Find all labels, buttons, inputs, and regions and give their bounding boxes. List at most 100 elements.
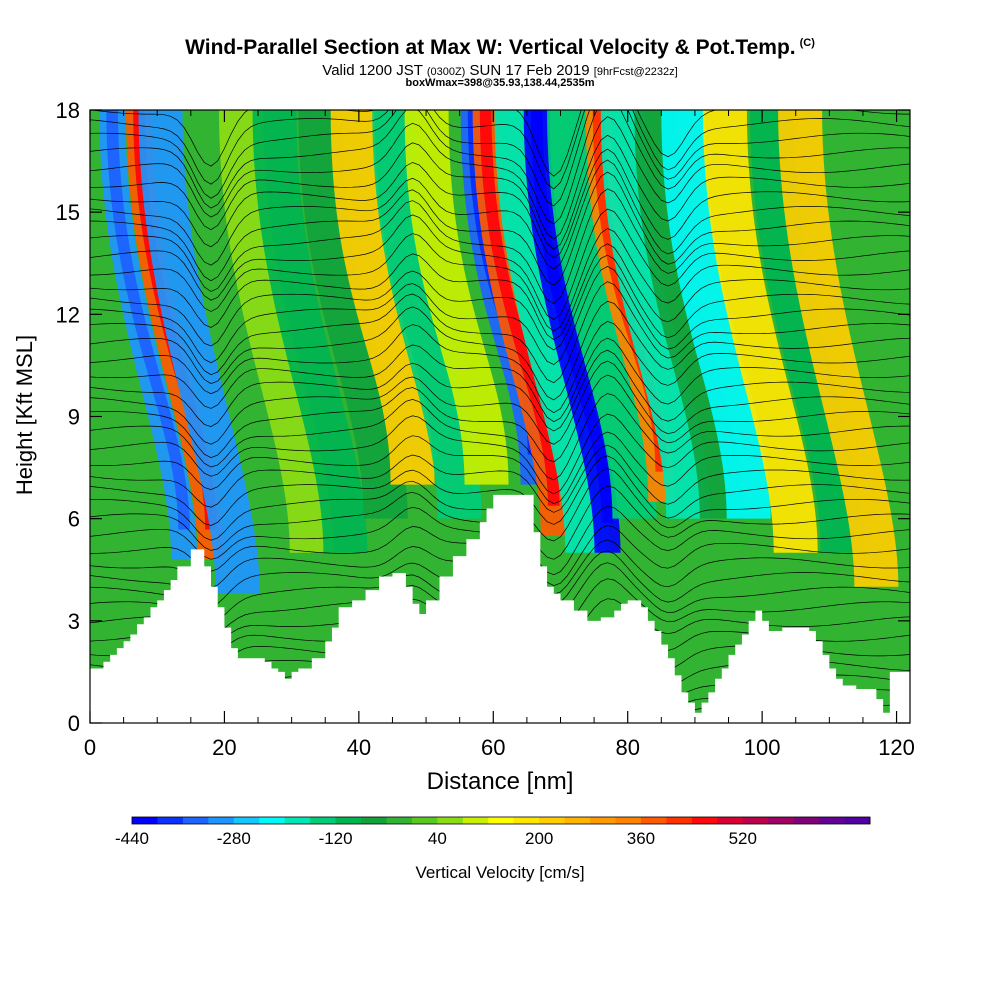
theta-contour — [90, 208, 910, 321]
colorbar-swatch — [793, 817, 820, 824]
colorbar-tick-label: 200 — [525, 829, 553, 848]
colorbar-tick-label: 520 — [729, 829, 757, 848]
colorbar-swatch — [768, 817, 795, 824]
colorbar-swatch — [691, 817, 718, 824]
colorbar-swatch — [132, 817, 158, 824]
velocity-cell-5 — [252, 110, 368, 553]
colorbar-swatch — [666, 817, 693, 824]
theta-contour — [90, 110, 910, 177]
colorbar-swatch — [310, 817, 337, 824]
velocity-cell-21 — [778, 110, 899, 587]
theta-contour — [90, 254, 910, 351]
velocity-core-11 — [479, 110, 560, 506]
x-tick-label: 60 — [481, 735, 505, 760]
colorbar-label: Vertical Velocity [cm/s] — [415, 863, 585, 882]
colorbar-tick-label: -120 — [319, 829, 353, 848]
colorbar-swatch — [437, 817, 464, 824]
colorbar-swatch — [513, 817, 540, 824]
y-tick-label: 3 — [68, 609, 80, 634]
colorbar-frame — [131, 816, 871, 825]
colorbar-swatch — [361, 817, 387, 824]
velocity-cell-8 — [372, 110, 482, 519]
colorbar-swatch — [411, 817, 438, 824]
colorbar-tick-label: 40 — [428, 829, 447, 848]
velocity-core-1 — [106, 110, 190, 530]
colorbar-swatch — [844, 817, 871, 824]
theta-contour — [90, 110, 910, 207]
theta-contour — [90, 374, 910, 463]
theta-contour — [90, 265, 910, 366]
theta-contour — [90, 349, 910, 432]
x-tick-label: 80 — [615, 735, 639, 760]
theta-contour — [90, 110, 910, 225]
colorbar-swatch — [335, 817, 362, 824]
colorbar-swatch — [742, 817, 769, 824]
theta-contour — [90, 321, 910, 414]
colorbar-swatch — [590, 817, 617, 824]
theta-contour — [90, 281, 910, 384]
velocity-cell-4 — [218, 110, 334, 553]
x-tick-label: 0 — [84, 735, 96, 760]
terrain-mask — [90, 494, 910, 723]
colorbar-swatch — [539, 817, 566, 824]
velocity-cell-2 — [138, 110, 260, 594]
velocity-cell-9 — [404, 110, 509, 485]
theta-contour — [90, 159, 910, 270]
x-tick-label: 100 — [744, 735, 781, 760]
theta-contour — [90, 228, 910, 332]
y-tick-label: 12 — [56, 302, 80, 327]
colorbar-swatch — [564, 817, 591, 824]
colorbar-tick-label: -280 — [217, 829, 251, 848]
colorbar-swatch — [157, 817, 184, 824]
y-tick-label: 15 — [56, 200, 80, 225]
chart-title: Wind-Parallel Section at Max W: Vertical… — [185, 36, 815, 59]
colorbar-swatch — [462, 817, 489, 824]
colorbar-swatch — [640, 817, 667, 824]
colorbar-swatch — [488, 817, 515, 824]
velocity-cell-18 — [661, 110, 771, 519]
colorbar-swatch — [386, 817, 413, 824]
colorbar-swatch — [615, 817, 642, 824]
theta-contour — [90, 116, 910, 240]
velocity-cell-14 — [547, 110, 657, 519]
colorbar-tick-label: -440 — [115, 829, 149, 848]
y-tick-label: 18 — [56, 98, 80, 123]
theta-contour — [90, 431, 910, 505]
colorbar-swatch — [284, 817, 311, 824]
y-tick-label: 9 — [68, 405, 80, 430]
theta-contour — [90, 337, 910, 423]
x-tick-label: 120 — [878, 735, 915, 760]
colorbar-tick-label: 360 — [627, 829, 655, 848]
theta-contour — [90, 188, 910, 304]
theta-contour — [90, 300, 910, 401]
theta-contour — [90, 360, 910, 445]
x-tick-label: 40 — [347, 735, 371, 760]
velocity-cell-16 — [600, 110, 711, 519]
colorbar-swatch — [717, 817, 744, 824]
y-axis-label: Height [Kft MSL] — [12, 334, 37, 496]
x-axis-label: Distance [nm] — [426, 768, 574, 795]
theta-contour — [90, 171, 910, 286]
chart-subtitle: Valid 1200 JST (0300Z) SUN 17 Feb 2019 [… — [322, 62, 678, 79]
theta-contour — [90, 455, 910, 526]
colorbar-swatch — [819, 817, 846, 824]
theta-contour — [90, 444, 910, 513]
copyright-mark: (C) — [799, 37, 815, 49]
colorbar-swatch — [233, 817, 260, 824]
theta-contour — [90, 413, 910, 495]
velocity-cell-7 — [330, 110, 435, 485]
y-tick-label: 0 — [68, 711, 80, 736]
velocity-cell-6 — [298, 110, 408, 519]
y-tick-label: 6 — [68, 507, 80, 532]
velocity-cell-19 — [702, 110, 818, 553]
theta-contour — [90, 393, 910, 481]
colorbar-swatch — [259, 817, 286, 824]
velocity-core-13 — [530, 110, 614, 523]
theta-contour — [90, 110, 910, 190]
max-w-box-info: boxWmax=398@35.93,138.44,2535m — [405, 77, 595, 89]
colorbar-swatch — [182, 817, 209, 824]
x-tick-label: 20 — [212, 735, 236, 760]
theta-contour — [90, 134, 910, 250]
colorbar-swatch — [208, 817, 235, 824]
